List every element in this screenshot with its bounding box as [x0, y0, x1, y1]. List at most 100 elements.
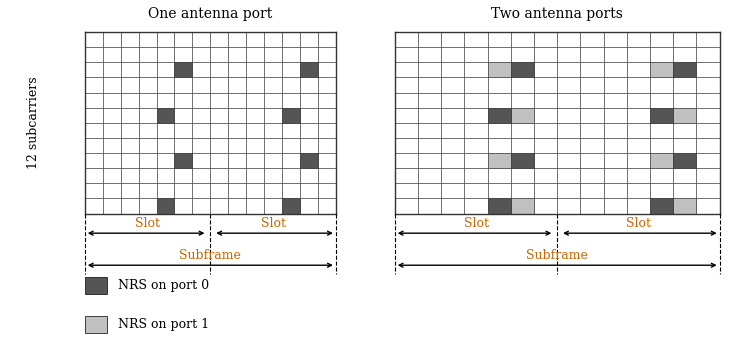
Bar	[156, 168, 174, 183]
Bar	[210, 62, 228, 77]
Bar	[210, 32, 228, 47]
Bar	[697, 77, 720, 93]
Bar	[534, 47, 557, 62]
Bar	[193, 47, 210, 62]
Bar	[85, 108, 103, 123]
Bar	[228, 199, 246, 214]
Bar	[441, 168, 464, 183]
Bar	[534, 32, 557, 47]
Bar	[488, 62, 511, 77]
Bar	[395, 62, 418, 77]
Bar	[464, 93, 488, 108]
Bar	[488, 108, 511, 123]
Bar	[300, 32, 318, 47]
Bar	[534, 62, 557, 77]
Bar	[318, 138, 336, 153]
Bar	[85, 32, 103, 47]
Bar	[627, 153, 650, 168]
Bar	[85, 168, 103, 183]
Bar	[697, 108, 720, 123]
Text: Slot: Slot	[261, 217, 286, 230]
Bar	[650, 77, 673, 93]
Bar	[139, 199, 156, 214]
Bar	[174, 168, 193, 183]
Bar	[300, 153, 318, 168]
Bar	[156, 199, 174, 214]
Bar	[318, 108, 336, 123]
Bar	[174, 62, 193, 77]
Bar	[697, 153, 720, 168]
Bar	[441, 153, 464, 168]
Bar	[246, 62, 264, 77]
Bar	[395, 93, 418, 108]
Bar	[210, 47, 228, 62]
Bar	[395, 199, 418, 214]
Bar	[228, 153, 246, 168]
Bar	[121, 77, 139, 93]
Text: Subframe: Subframe	[526, 249, 588, 262]
Bar	[441, 47, 464, 62]
Bar	[464, 153, 488, 168]
Bar	[464, 62, 488, 77]
Bar	[511, 199, 534, 214]
Bar	[604, 138, 627, 153]
Bar	[318, 123, 336, 138]
Bar	[139, 183, 156, 199]
Bar	[557, 47, 580, 62]
Bar	[103, 138, 121, 153]
Bar	[282, 183, 300, 199]
Bar	[488, 199, 511, 214]
Bar	[156, 32, 174, 47]
Bar	[650, 32, 673, 47]
Bar	[418, 77, 441, 93]
Bar	[604, 199, 627, 214]
Bar	[580, 183, 604, 199]
Bar	[121, 47, 139, 62]
Bar	[395, 153, 418, 168]
Bar	[511, 77, 534, 93]
Bar	[139, 108, 156, 123]
Bar	[318, 77, 336, 93]
Bar	[557, 32, 580, 47]
Bar	[210, 168, 228, 183]
Bar	[557, 183, 580, 199]
Bar	[156, 183, 174, 199]
Bar	[193, 123, 210, 138]
Bar	[282, 153, 300, 168]
Bar	[488, 153, 511, 168]
Bar	[650, 153, 673, 168]
Bar	[650, 199, 673, 214]
Bar	[318, 199, 336, 214]
Bar	[228, 62, 246, 77]
Bar	[282, 77, 300, 93]
Bar	[121, 123, 139, 138]
Bar	[557, 93, 580, 108]
Bar	[228, 77, 246, 93]
Bar	[580, 108, 604, 123]
Bar	[85, 153, 103, 168]
Bar	[282, 199, 300, 214]
Bar	[580, 32, 604, 47]
Bar	[418, 138, 441, 153]
Bar	[210, 153, 228, 168]
Bar	[441, 199, 464, 214]
Bar	[395, 32, 418, 47]
Bar	[511, 199, 534, 214]
Text: One antenna port: One antenna port	[148, 7, 272, 21]
Bar	[673, 93, 697, 108]
Bar	[103, 62, 121, 77]
Bar	[85, 183, 103, 199]
Bar	[557, 62, 580, 77]
Bar	[511, 153, 534, 168]
Bar	[488, 138, 511, 153]
Bar	[441, 123, 464, 138]
Bar	[418, 183, 441, 199]
Bar	[85, 123, 103, 138]
Text: NRS on port 0: NRS on port 0	[118, 279, 209, 292]
Bar	[464, 77, 488, 93]
Bar	[210, 183, 228, 199]
Bar	[174, 153, 193, 168]
Bar	[121, 183, 139, 199]
Bar	[85, 138, 103, 153]
Text: Slot: Slot	[626, 217, 651, 230]
